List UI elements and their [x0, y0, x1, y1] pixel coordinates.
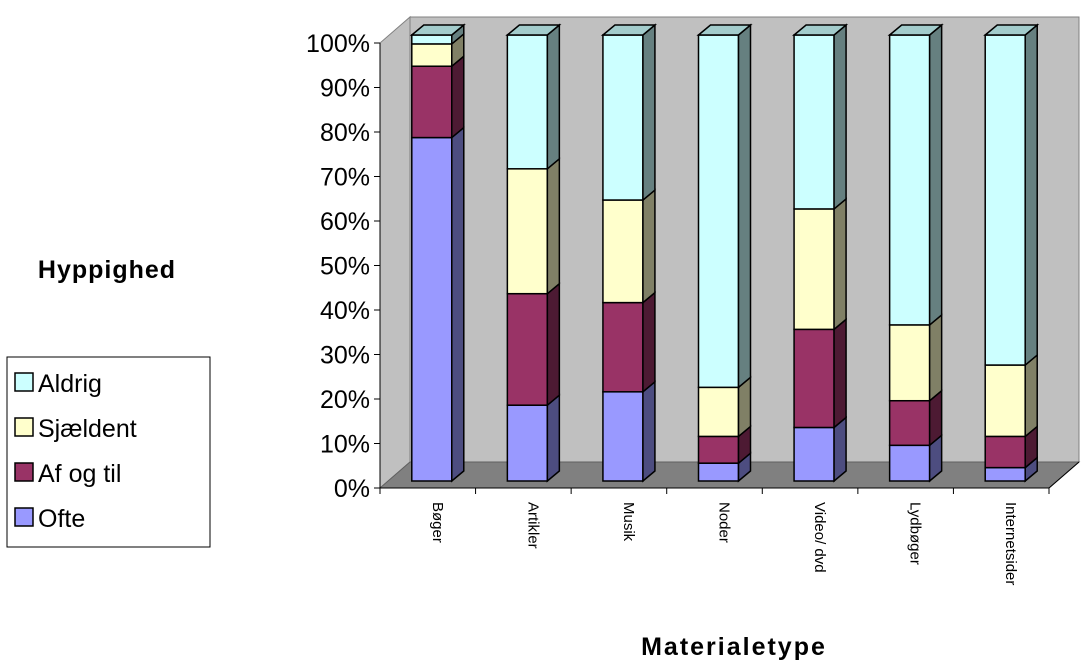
bar-stack	[696, 23, 753, 483]
legend-swatch	[14, 372, 34, 392]
bar-segment	[506, 168, 549, 295]
bar-top	[505, 24, 562, 36]
category-label: Video/ dvd	[811, 502, 828, 573]
category-label: Artikler	[524, 502, 541, 549]
bar-segment	[697, 462, 740, 482]
bar-segment	[411, 136, 453, 482]
bar-top	[696, 24, 753, 36]
bar-segment	[506, 404, 549, 482]
category-label: Bøger	[429, 502, 446, 543]
category-labels: Bøger Artikler Musik Noder Video/ dvd Lydbøge…	[429, 502, 1019, 585]
y-tick-label: 60%	[320, 208, 370, 236]
bar-segment	[697, 435, 740, 464]
y-tick-label: 40%	[320, 297, 370, 325]
category-label: Internetsider	[1002, 502, 1019, 585]
bar-segment	[411, 43, 453, 67]
side-wall	[379, 15, 411, 490]
legend-swatch	[14, 417, 34, 437]
bar-segment-side	[833, 317, 847, 430]
bar-segment	[793, 208, 835, 331]
bar-top	[983, 24, 1040, 36]
y-tick-label: 0%	[334, 475, 370, 503]
bar-segment	[984, 34, 1026, 366]
y-tick-label: 90%	[320, 75, 370, 103]
bar-segment-side	[928, 313, 943, 403]
bar-segment-side	[833, 23, 847, 211]
bar-segment	[411, 65, 453, 139]
bar-segment-side	[451, 54, 465, 140]
bar-segment	[984, 466, 1026, 482]
y-axis-title: Hyppighed	[38, 256, 176, 284]
bar-segment-side	[642, 290, 656, 394]
bar-segment	[888, 324, 931, 402]
bar-segment-side	[451, 125, 465, 483]
bar-segment-side	[737, 23, 752, 389]
bar-stack	[600, 23, 658, 483]
y-tick-label: 20%	[320, 386, 370, 414]
bar-segment-side	[546, 157, 561, 296]
bar-stack	[983, 23, 1040, 483]
bar-top	[887, 24, 944, 36]
bar-segment	[411, 34, 453, 45]
y-tick-label: 70%	[320, 164, 370, 192]
y-tick-label: 50%	[320, 253, 370, 281]
y-tick-label: 80%	[320, 119, 370, 147]
legend-swatch	[14, 462, 34, 482]
bar-segment	[506, 34, 549, 170]
bar-segment	[602, 199, 644, 304]
bar-segment-side	[642, 188, 656, 305]
bar-segment	[602, 391, 644, 482]
bar-segment-side	[833, 197, 847, 331]
bar-segment-side	[1024, 23, 1038, 367]
bar-stack	[791, 23, 849, 483]
bars	[409, 23, 1040, 483]
bar-segment-side	[546, 282, 561, 407]
legend-label: Af og til	[38, 460, 121, 488]
bar-segment-side	[642, 380, 656, 483]
bar-segment	[697, 34, 740, 389]
bar-segment	[888, 399, 931, 447]
legend-swatch	[14, 507, 34, 527]
bar-segment	[984, 435, 1026, 469]
bar-segment	[793, 328, 835, 429]
y-tick-label: 100%	[306, 30, 370, 58]
bar-segment	[888, 444, 931, 482]
bar-segment-side	[833, 415, 847, 483]
bar-stack	[505, 23, 562, 483]
bar-segment	[793, 426, 835, 482]
bar-segment	[602, 34, 644, 201]
bar-segment	[888, 34, 931, 326]
bar-segment-side	[1024, 353, 1038, 439]
bar-segment-side	[546, 393, 561, 483]
x-axis-title: Materialetype	[641, 633, 827, 661]
bar-segment	[506, 292, 549, 406]
bar-stack	[409, 23, 466, 483]
y-axis: 0% 10% 20% 30% 40% 50% 60% 70% 80% 90% 100%	[306, 30, 1080, 503]
category-label: Noder	[716, 502, 733, 543]
bar-segment	[697, 386, 740, 438]
legend-label: Sjældent	[38, 415, 137, 443]
category-label: Musik	[620, 502, 637, 542]
bar-top	[791, 24, 849, 36]
legend-box	[6, 356, 211, 548]
bar-segment	[984, 364, 1026, 438]
y-tick-label: 10%	[320, 431, 370, 459]
bar-stack	[887, 23, 944, 483]
bar-top	[409, 24, 466, 36]
bar-segment-side	[546, 23, 561, 171]
category-label: Lydbøger	[907, 502, 924, 565]
bar-segment	[793, 34, 835, 210]
y-tick-label: 30%	[320, 342, 370, 370]
legend-label: Ofte	[38, 505, 85, 533]
bar-top	[600, 24, 658, 36]
legend: Aldrig Sjældent Af og til Ofte	[6, 356, 211, 548]
bar-segment	[602, 301, 644, 393]
x-axis-depth-line	[1048, 461, 1080, 489]
bar-segment-side	[928, 23, 943, 327]
legend-label: Aldrig	[38, 370, 102, 398]
bar-segment-side	[642, 23, 656, 202]
